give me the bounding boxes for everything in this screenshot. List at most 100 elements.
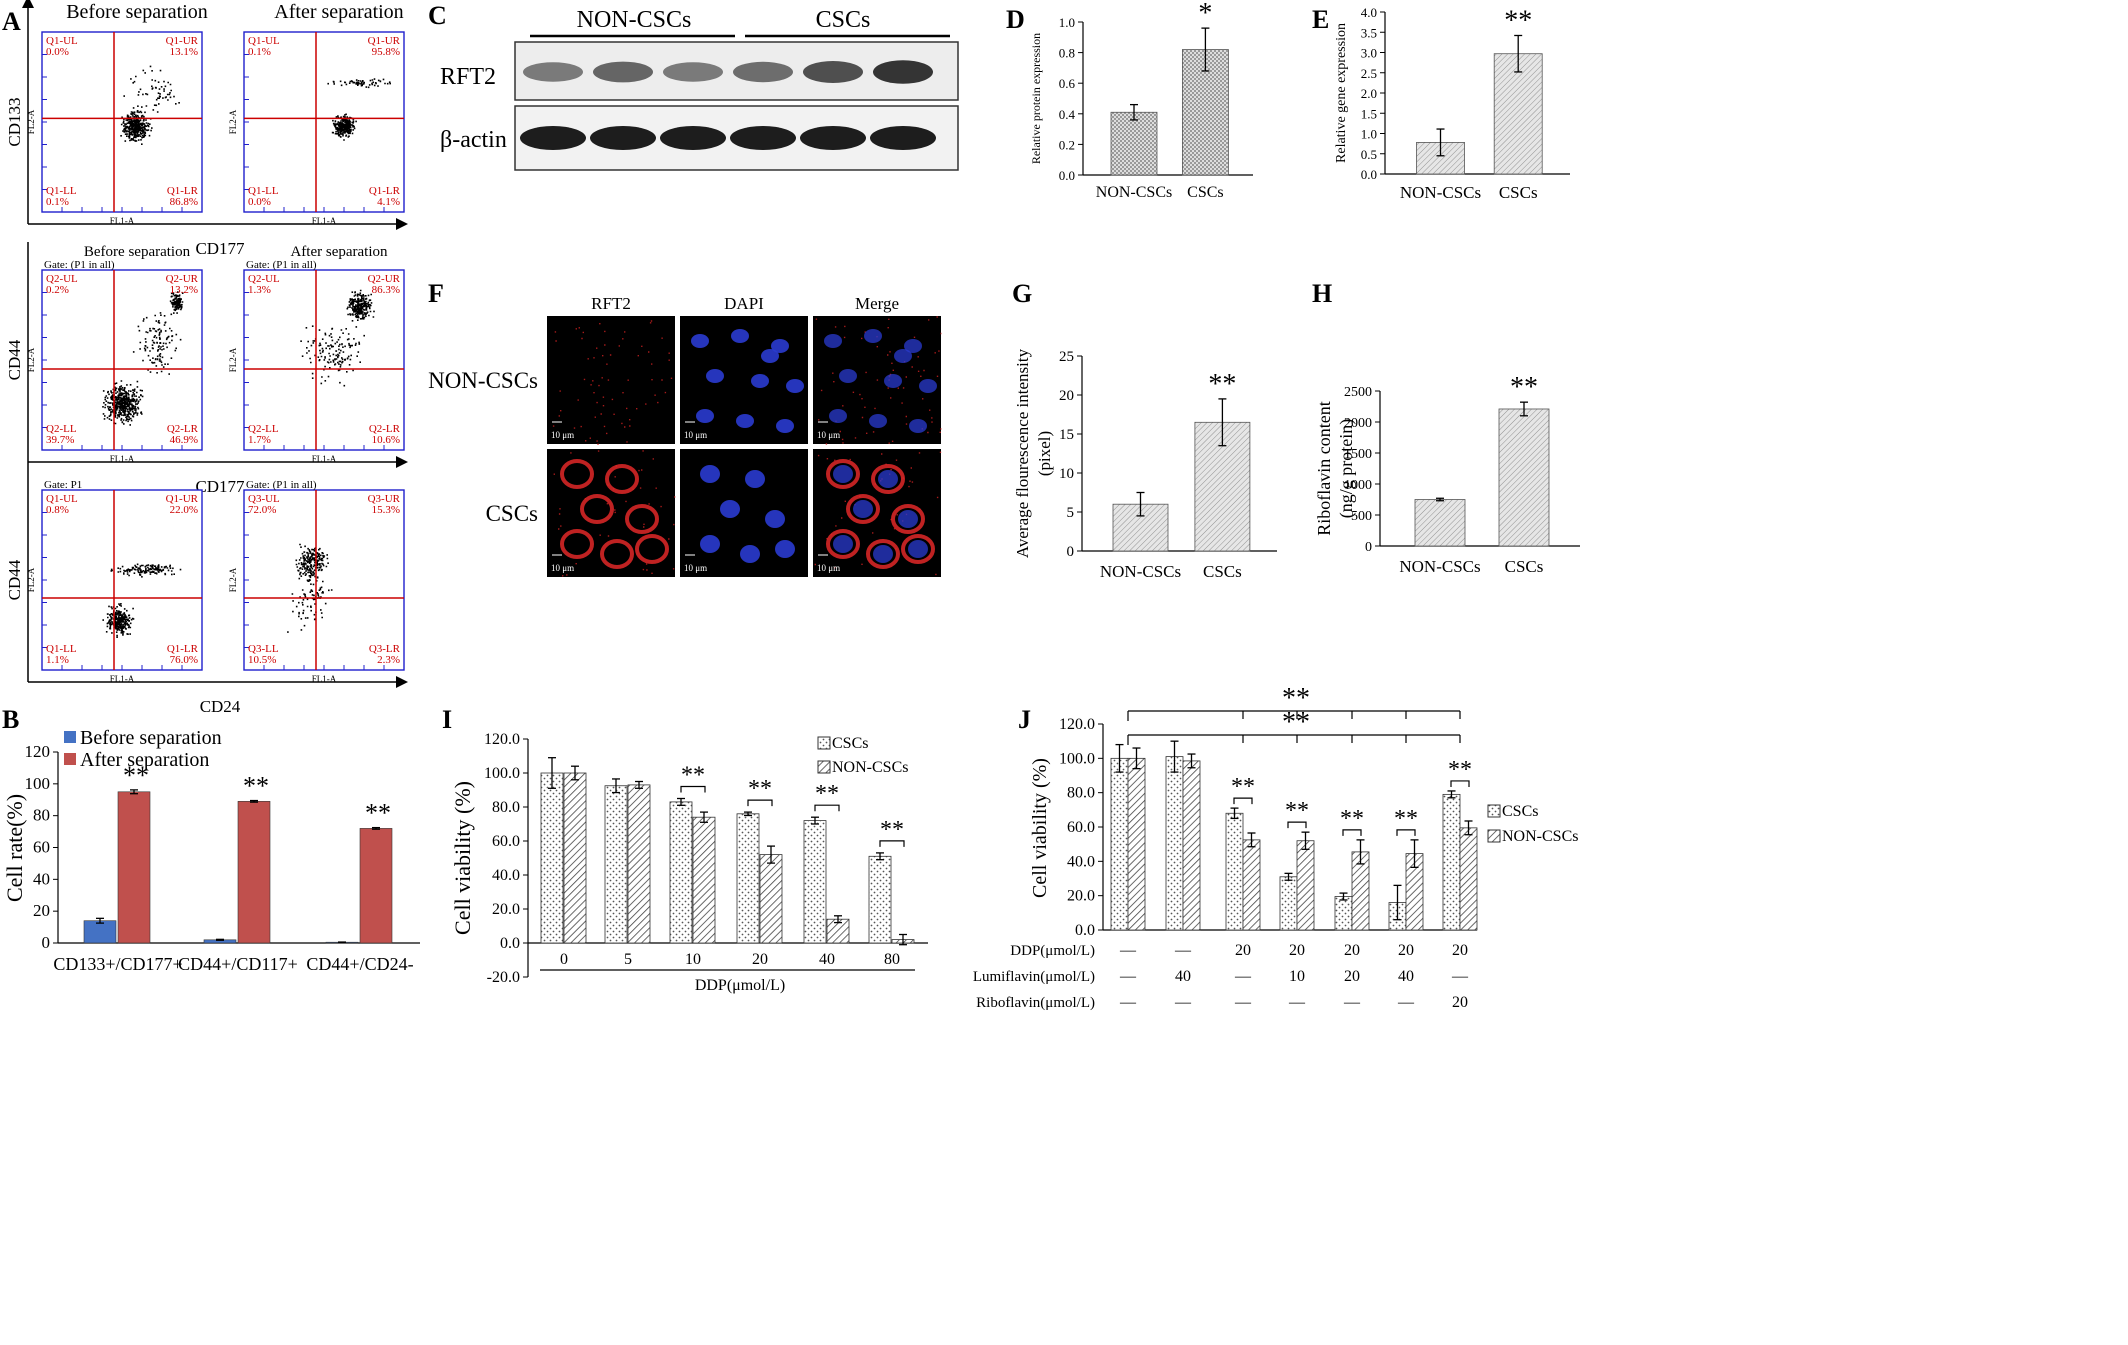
chart-i: I -20.0 0.0 20.0 40.0 60.0 80.0 100.0 120.0 Cell … — [442, 705, 928, 994]
bar — [759, 854, 783, 944]
x-tick-label: CSCs — [1505, 557, 1544, 576]
legend-label: After separation — [80, 749, 209, 771]
microscopy-image — [547, 316, 675, 444]
plot-frame — [41, 269, 203, 451]
scale-bar-label: 10 μm — [551, 430, 574, 440]
quadrant-label-lr: Q1-LR — [369, 185, 401, 197]
quadrant-label-ll: Q1-LL — [248, 185, 279, 197]
y-tick-label: 0.0 — [1059, 168, 1075, 183]
axis-channel-label: FL2-A — [228, 347, 238, 372]
y-tick-label: 60 — [33, 838, 50, 857]
quadrant-label-lr: Q2-LR — [167, 423, 199, 435]
dapi-nucleus — [873, 545, 893, 563]
quadrant-label-ur: 95.8% — [372, 46, 400, 58]
quadrant-label-ul: Q3-UL — [248, 493, 280, 505]
y-axis-label: Average flourescence intensity — [1013, 348, 1032, 558]
x-tick-label: CSCs — [1499, 183, 1538, 202]
bar — [1498, 408, 1550, 547]
legend-label: CSCs — [832, 735, 868, 752]
quadrant-label-lr: 46.9% — [170, 434, 198, 446]
quadrant-label-ll: Q2-LL — [46, 423, 77, 435]
y-tick-label: 0.5 — [1361, 147, 1377, 162]
treatment-value: — — [1119, 942, 1137, 959]
quadrant-label-ur: 22.0% — [170, 504, 198, 516]
axis-label-x: CD177 — [195, 239, 245, 258]
legend-label: NON-CSCs — [832, 759, 908, 776]
y-tick-label: 0 — [1365, 540, 1372, 555]
axis-label-y: CD44 — [5, 339, 24, 380]
panel-letter-b: B — [2, 705, 19, 734]
x-axis-label: DDP(μmol/L) — [695, 977, 785, 994]
treatment-value: 40 — [1175, 968, 1191, 985]
axis-arrow — [396, 456, 408, 468]
quadrant-label-ur: Q2-UR — [166, 273, 199, 285]
quadrant-label-ll: 0.0% — [248, 196, 271, 208]
significance-mark: ** — [1394, 806, 1418, 832]
y-tick-label: 2000 — [1344, 416, 1372, 431]
y-tick-label: 1.0 — [1059, 15, 1075, 30]
blot-band-rft2 — [663, 62, 723, 82]
quadrant-label-ul: Q2-UL — [248, 273, 280, 285]
bar — [1110, 111, 1158, 176]
dapi-nucleus — [720, 500, 740, 518]
scale-bar-label: 10 μm — [551, 563, 574, 573]
y-axis-label: (ng/g protein) — [1336, 419, 1357, 518]
x-tick-label: 10 — [685, 951, 701, 968]
y-tick-label: 60.0 — [492, 833, 520, 850]
bar — [540, 772, 564, 944]
y-tick-label: 0.6 — [1059, 76, 1076, 91]
y-tick-label: 25 — [1059, 349, 1074, 365]
y-tick-label: 20.0 — [1067, 888, 1095, 905]
y-axis-label: Cell viability (%) — [450, 781, 475, 935]
y-tick-label: 40 — [33, 869, 50, 888]
legend-label: CSCs — [1502, 803, 1538, 820]
quadrant-label-ul: Q1-UL — [46, 35, 78, 47]
x-tick-label: CD44+/CD24- — [306, 954, 413, 974]
treatment-label: DDP(μmol/L) — [1010, 943, 1095, 959]
plot-title: After separation — [274, 1, 403, 23]
quadrant-label-ul: 0.0% — [46, 46, 69, 58]
rft2-cell — [826, 459, 860, 489]
quadrant-label-ur: 15.3% — [372, 504, 400, 516]
bar — [1459, 827, 1478, 931]
chart-d: D 0.0 0.2 0.4 0.6 0.8 1.0 Relative protein expr… — [1006, 0, 1253, 201]
quadrant-label-ll: 0.1% — [46, 196, 69, 208]
plot-title: Before separation — [66, 1, 208, 23]
treatment-value: 20 — [1344, 942, 1360, 959]
plot-title: After separation — [290, 244, 388, 260]
chart-e: E 0.0 0.5 1.0 1.5 2.0 2.5 3.0 3.5 4.0 Relative gen… — [1312, 5, 1570, 202]
rft2-cell — [891, 504, 925, 534]
quadrant-label-ur: Q1-UR — [166, 35, 199, 47]
chart-b: B 0 20 40 60 80 100 120 Cell rate(%) CD133+/CD177… — [2, 705, 420, 974]
dapi-nucleus — [775, 540, 795, 558]
gate-label: Gate: (P1 in all) — [44, 259, 115, 271]
significance-bracket — [747, 799, 773, 807]
y-tick-label: 10 — [1059, 466, 1074, 482]
axis-arrow — [396, 218, 408, 230]
y-tick-label: 4.0 — [1361, 5, 1377, 20]
y-tick-label: 60.0 — [1067, 819, 1095, 836]
quadrant-label-ll: 1.7% — [248, 434, 271, 446]
y-tick-label: 120.0 — [1059, 716, 1095, 733]
y-tick-label: 3.0 — [1361, 46, 1377, 61]
chart-j: J 0.0 20.0 40.0 60.0 80.0 100.0 120.0 Cell viabi… — [973, 683, 1579, 1011]
axis-arrow — [396, 676, 408, 688]
panel-letter-i: I — [442, 705, 452, 734]
y-tick-label: 0 — [42, 933, 51, 952]
treatment-value: 20 — [1452, 994, 1468, 1011]
treatment-value: 20 — [1235, 942, 1251, 959]
legend-swatch — [64, 731, 76, 743]
quadrant-label-ur: 13.1% — [170, 46, 198, 58]
blot-group-label: NON-CSCs — [577, 7, 692, 33]
panel-f-microscopy: RFT2 DAPI Merge NON-CSCs CSCs 10 μm 10 μm 10 μm… — [428, 294, 943, 579]
significance-mark: ** — [1231, 774, 1255, 800]
significance-bracket — [1287, 821, 1307, 829]
dapi-nucleus — [751, 374, 769, 388]
axis-label-x: CD24 — [200, 697, 241, 716]
dapi-nucleus — [894, 349, 912, 363]
dapi-nucleus — [869, 414, 887, 428]
blot-band-rft2 — [803, 61, 863, 83]
bar — [604, 785, 628, 944]
